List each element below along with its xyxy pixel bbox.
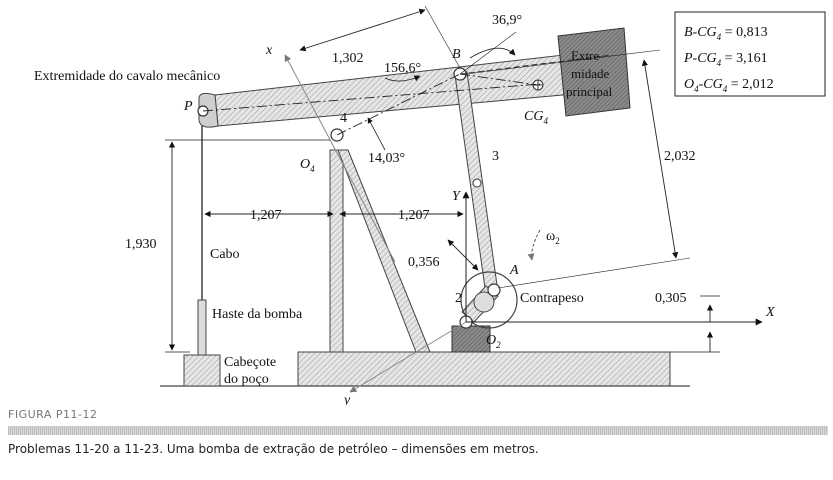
label-haste: Haste da bomba [212, 307, 303, 322]
samson-post-front-leg [329, 149, 344, 353]
label-cabo: Cabo [210, 247, 240, 262]
label-b: B [452, 47, 461, 62]
counterweight [460, 271, 518, 329]
angle-369-ref [459, 31, 517, 75]
label-o4: O4 [300, 157, 315, 174]
centerline-p-cg4 [202, 83, 541, 112]
label-cabecote-2: do poço [224, 372, 269, 387]
legend-box: B-CG4 = 0,813 P-CG4 = 3,161 O4-CG4 = 2,0… [674, 11, 826, 97]
label-extremidade-cavalo: Extremidade do cavalo mecânico [34, 69, 220, 84]
centerline-o4-b [336, 73, 461, 136]
pump-rod [197, 299, 207, 356]
caption-divider [8, 426, 828, 435]
dim-text-1207a: 1,207 [250, 208, 282, 223]
label-omega: ω2 [546, 229, 560, 246]
dim-text-0356: 0,356 [408, 255, 440, 270]
legend-line-2: P-CG4 = 3,161 [683, 51, 768, 68]
dim-2032-ext-bottom [497, 257, 691, 289]
label-link2: 2 [455, 291, 462, 306]
figure-caption: Problemas 11-20 a 11-23. Uma bomba de ex… [8, 442, 539, 456]
label-p: P [183, 99, 193, 114]
label-x-axis: x [265, 43, 273, 58]
label-o2: O2 [486, 333, 501, 350]
pumpjack-diagram: Extremidade do cavalo mecânico P x y B A… [34, 5, 826, 405]
dim-text-1566: 156,6° [384, 61, 421, 76]
dim-text-2032: 2,032 [664, 149, 696, 164]
label-principal-2: midade [571, 66, 609, 81]
label-y-axis: y [342, 393, 351, 405]
label-a: A [509, 263, 519, 278]
dim-text-1403: 14,03° [368, 151, 405, 166]
label-contrapeso: Contrapeso [520, 291, 584, 306]
base-platform [297, 351, 671, 387]
centerline-extension [459, 54, 613, 75]
dim-text-0305: 0,305 [655, 291, 687, 306]
centerline-b-cg4 [459, 73, 539, 86]
pivot-a [487, 283, 501, 297]
legend-line-3: O4-CG4 = 2,012 [684, 77, 774, 94]
dim-2032-ext-top [465, 49, 661, 75]
dim-text-1930: 1,930 [125, 237, 157, 252]
dim-text-369: 36,9° [492, 13, 522, 28]
omega-arrow [527, 229, 541, 261]
label-principal-3: principal [566, 84, 613, 99]
dim-text-1207b: 1,207 [398, 208, 430, 223]
label-link3: 3 [492, 149, 499, 164]
counterweight-inner [473, 291, 495, 313]
local-x-axis [284, 54, 396, 263]
figure-heading: FIGURA P11-12 [8, 408, 98, 421]
dim-0356-line [447, 239, 479, 271]
legend-line-1: B-CG4 = 0,813 [684, 25, 768, 42]
samson-post-rear-leg [337, 149, 431, 353]
dim-1302-line [299, 8, 426, 52]
label-principal-1: Extre- [571, 48, 603, 63]
label-cg4: CG4 [524, 109, 548, 126]
label-link4: 4 [340, 111, 347, 126]
principal-end-block [557, 27, 631, 117]
angle-1403-arrow [367, 117, 386, 151]
label-capital-x: X [765, 305, 775, 320]
dim-text-1302: 1,302 [332, 51, 364, 66]
well-head [183, 354, 221, 387]
cg3-marker [472, 178, 482, 188]
dim-2032-line [641, 59, 679, 259]
local-y-axis [349, 321, 467, 393]
angle-1566-arc [384, 75, 421, 82]
crank-support [451, 325, 491, 353]
label-capital-y: Y [452, 189, 462, 204]
angle-369-arc [469, 47, 516, 59]
dim-1302-ext [424, 5, 461, 69]
label-cabecote-1: Cabeçote [224, 355, 276, 370]
